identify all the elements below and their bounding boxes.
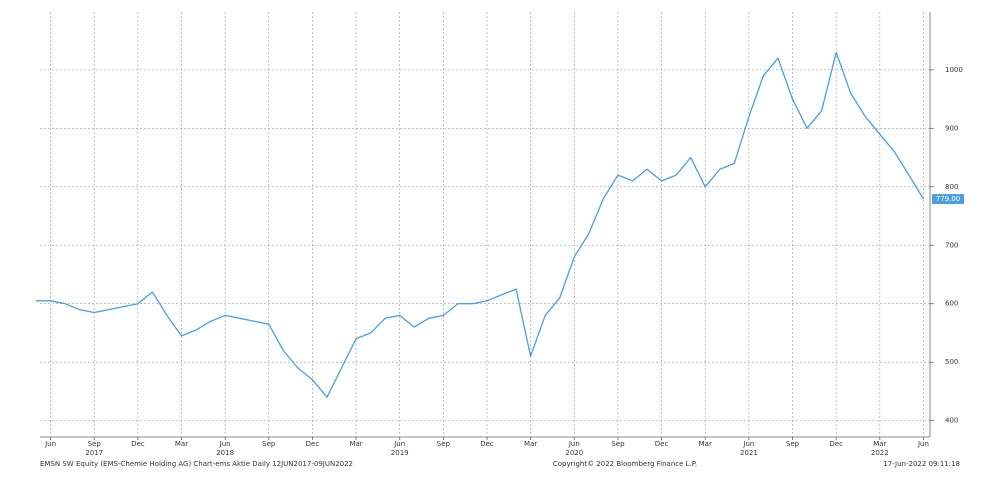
x-tick-label: Jun bbox=[393, 440, 405, 448]
x-tick-label: Dec bbox=[480, 440, 494, 448]
x-tick-label: Dec bbox=[655, 440, 669, 448]
x-tick-label: Jun bbox=[44, 440, 56, 448]
x-tick-label: Jun bbox=[568, 440, 580, 448]
year-label: 2020 bbox=[565, 449, 583, 457]
x-tick-label: Mar bbox=[349, 440, 362, 448]
price-line bbox=[36, 51, 925, 398]
footer-left: EMSN SW Equity (EMS-Chemie Holding AG) C… bbox=[40, 460, 353, 468]
x-tick-label: Sep bbox=[437, 440, 451, 448]
x-tick-label: Mar bbox=[524, 440, 537, 448]
x-tick-label: Sep bbox=[611, 440, 625, 448]
last-price-box bbox=[932, 194, 964, 205]
x-tick-label: Mar bbox=[873, 440, 886, 448]
y-tick-label: 900 bbox=[945, 124, 958, 132]
y-tick-label: 600 bbox=[945, 300, 958, 308]
last-price-label: 779.00 bbox=[936, 195, 961, 203]
x-tick-label: Mar bbox=[175, 440, 188, 448]
y-tick-label: 800 bbox=[945, 183, 958, 191]
year-label: 2018 bbox=[216, 449, 234, 457]
footer-center: Copyright© 2022 Bloomberg Finance L.P. bbox=[553, 460, 697, 468]
x-tick-label: Jun bbox=[219, 440, 231, 448]
year-label: 2022 bbox=[871, 449, 889, 457]
x-tick-label: Jun bbox=[742, 440, 754, 448]
year-label: 2017 bbox=[85, 449, 103, 457]
year-label: 2019 bbox=[391, 449, 409, 457]
x-tick-label: Jun bbox=[917, 440, 929, 448]
year-label: 2021 bbox=[740, 449, 758, 457]
y-tick-label: 500 bbox=[945, 358, 958, 366]
x-tick-label: Sep bbox=[88, 440, 102, 448]
x-tick-label: Sep bbox=[786, 440, 800, 448]
x-tick-label: Sep bbox=[262, 440, 276, 448]
y-tick-label: 1000 bbox=[945, 66, 963, 74]
y-tick-label: 700 bbox=[945, 241, 958, 249]
x-tick-label: Mar bbox=[699, 440, 712, 448]
footer-right: 17-Jun-2022 09:11:18 bbox=[883, 460, 960, 468]
x-tick-label: Dec bbox=[306, 440, 320, 448]
x-tick-label: Dec bbox=[829, 440, 843, 448]
x-tick-label: Dec bbox=[131, 440, 145, 448]
y-tick-label: 400 bbox=[945, 417, 958, 425]
